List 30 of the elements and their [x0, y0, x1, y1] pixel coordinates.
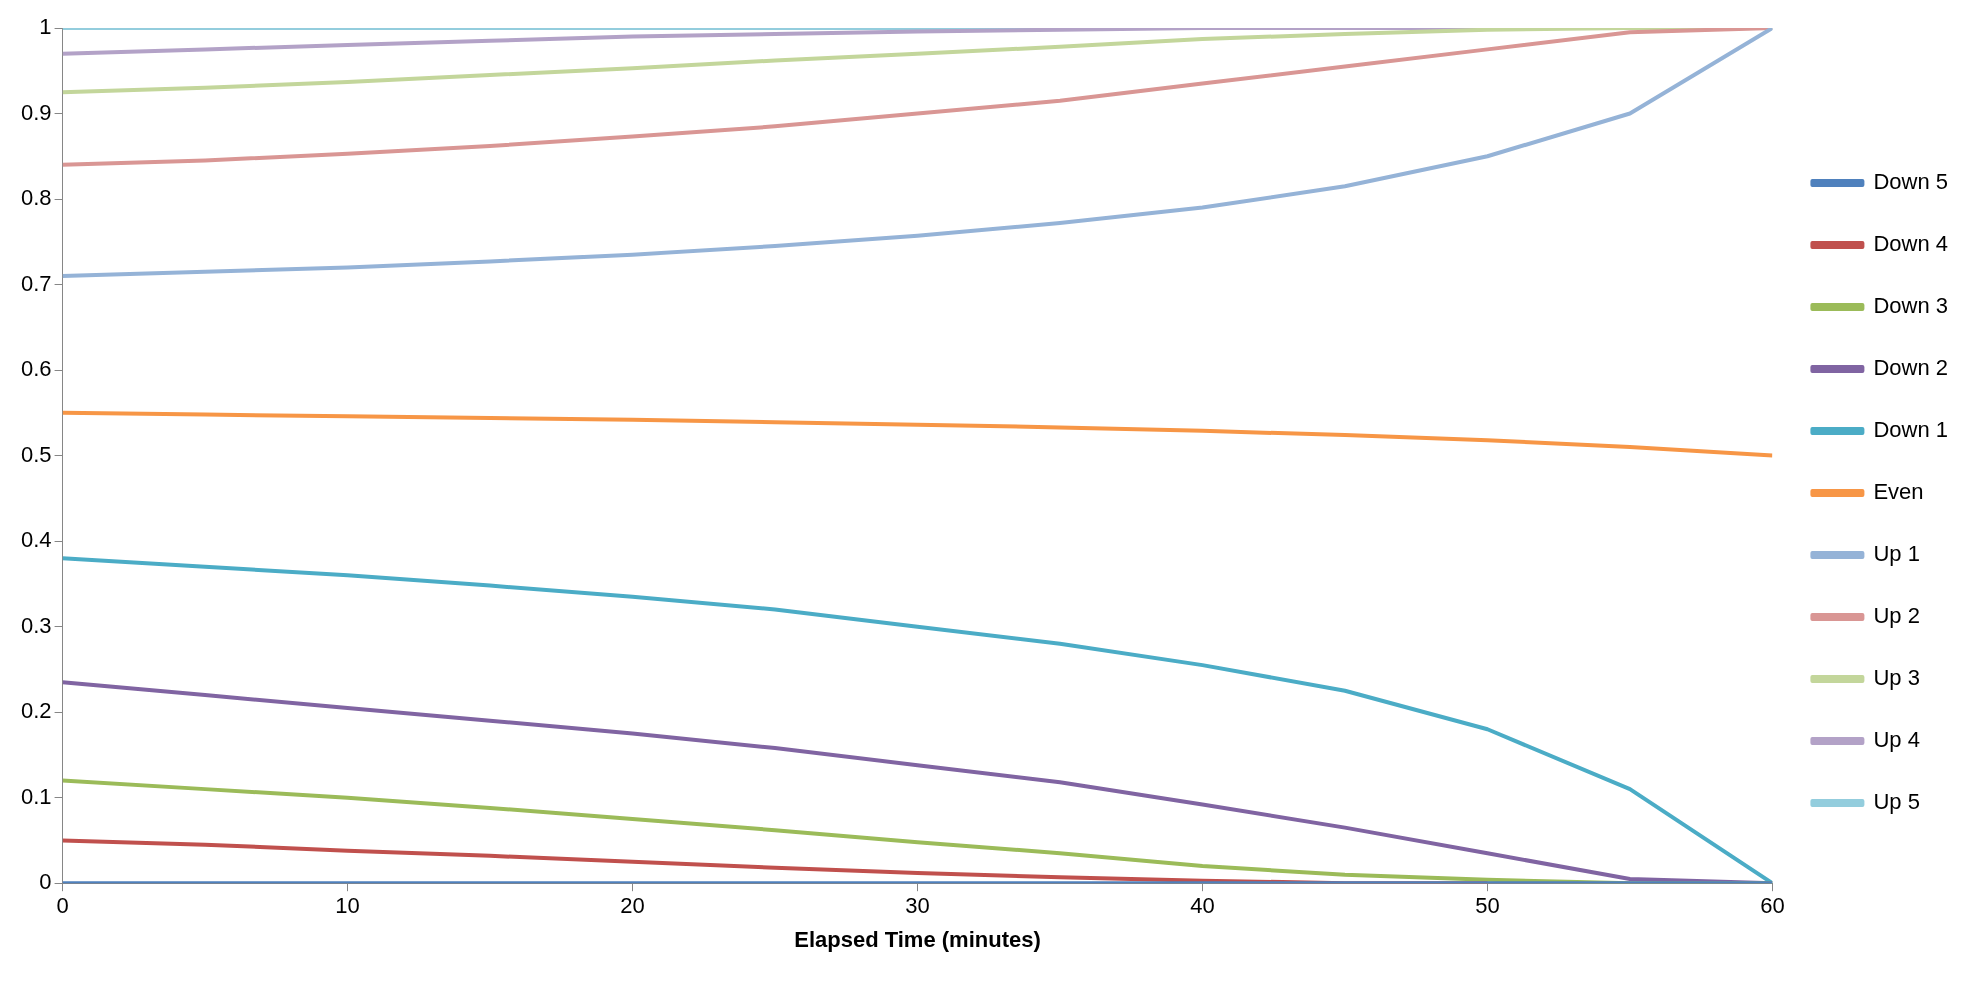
x-tick-label: 30 — [905, 893, 930, 919]
x-tick-label: 60 — [1760, 893, 1785, 919]
y-tick-label: 0.5 — [20, 441, 52, 467]
y-tick-label: 0.6 — [20, 356, 52, 382]
x-tick-label: 0 — [56, 893, 69, 919]
legend-label: Down 3 — [1873, 293, 1948, 319]
y-tick-label: 0.3 — [20, 612, 52, 638]
y-tick-label: 1 — [39, 14, 52, 40]
x-tick-label: 10 — [335, 893, 360, 919]
legend-label: Up 1 — [1873, 541, 1920, 567]
y-tick-label: 0 — [39, 869, 52, 895]
legend-label: Down 4 — [1873, 231, 1948, 257]
legend-label: Down 1 — [1873, 417, 1948, 443]
legend-label: Up 5 — [1873, 789, 1920, 815]
y-tick-label: 0.2 — [20, 698, 52, 724]
y-tick-label: 0.1 — [20, 783, 52, 809]
legend-label: Up 2 — [1873, 603, 1920, 629]
x-tick-label: 20 — [620, 893, 645, 919]
legend-label: Up 3 — [1873, 665, 1920, 691]
y-tick-label: 0.8 — [20, 185, 52, 211]
legend-label: Even — [1873, 479, 1924, 505]
x-axis-title: Elapsed Time (minutes) — [794, 926, 1041, 952]
legend-label: Down 5 — [1873, 169, 1948, 195]
legend-label: Up 4 — [1873, 727, 1920, 753]
y-tick-label: 0.9 — [20, 99, 52, 125]
x-tick-label: 50 — [1475, 893, 1500, 919]
y-tick-label: 0.7 — [20, 270, 52, 296]
x-tick-label: 40 — [1190, 893, 1215, 919]
legend-label: Down 2 — [1873, 355, 1948, 381]
y-tick-label: 0.4 — [20, 527, 52, 553]
